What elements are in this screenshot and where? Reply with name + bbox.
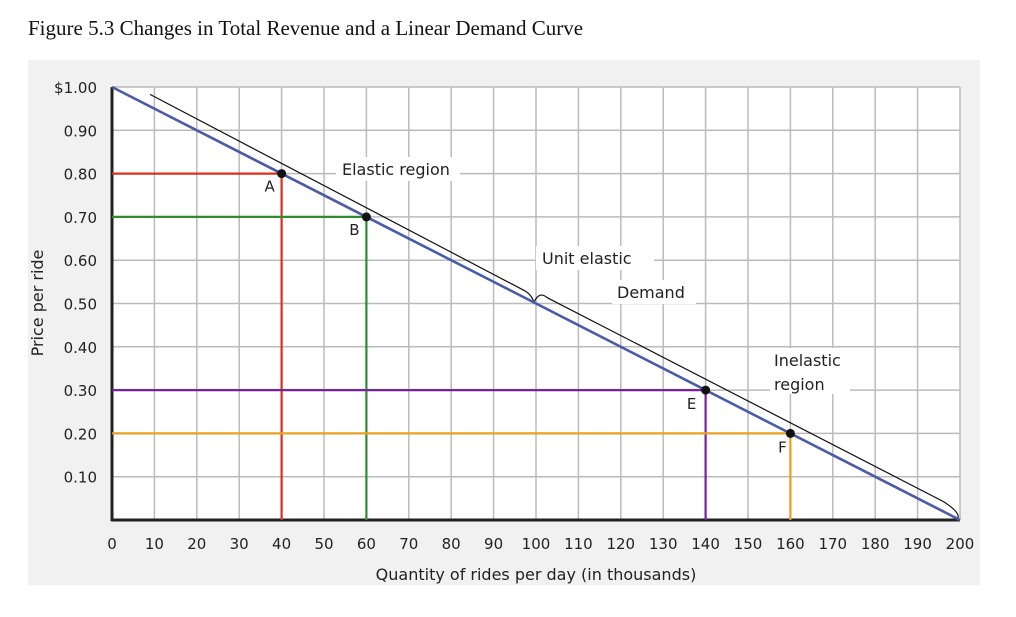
- x-tick-label: 180: [861, 535, 890, 553]
- x-tick-label: 0: [107, 535, 117, 553]
- annotation-elastic: Elastic region: [342, 160, 450, 179]
- x-tick-label: 170: [818, 535, 847, 553]
- y-tick-label: 0.10: [64, 469, 97, 487]
- x-tick-label: 140: [691, 535, 720, 553]
- annotation-unit-elastic: Unit elastic: [542, 249, 632, 268]
- point-label-B: B: [349, 221, 359, 239]
- x-tick-label: 60: [357, 535, 376, 553]
- x-tick-label: 150: [734, 535, 763, 553]
- y-tick-label: 0.20: [64, 425, 97, 443]
- y-tick-label: $1.00: [54, 79, 97, 97]
- y-tick-label: 0.90: [64, 122, 97, 140]
- point-label-E: E: [687, 395, 696, 413]
- y-tick-label: 0.80: [64, 166, 97, 184]
- chart-title: Figure 5.3 Changes in Total Revenue and …: [28, 16, 584, 40]
- x-tick-label: 20: [187, 535, 206, 553]
- x-tick-label: 40: [272, 535, 291, 553]
- x-tick-label: 130: [649, 535, 678, 553]
- label-background: [770, 348, 850, 394]
- point-label-A: A: [264, 178, 275, 196]
- x-tick-label: 200: [946, 535, 975, 553]
- point-label-F: F: [778, 438, 787, 456]
- x-tick-label: 50: [314, 535, 333, 553]
- x-tick-label: 30: [230, 535, 249, 553]
- point-A: [277, 169, 287, 179]
- y-tick-label: 0.50: [64, 296, 97, 314]
- x-tick-label: 110: [564, 535, 593, 553]
- x-tick-label: 90: [484, 535, 503, 553]
- point-E: [701, 385, 711, 395]
- label-background: [612, 280, 696, 304]
- annotation-inelastic-1: Inelastic: [774, 351, 841, 370]
- y-axis-label: Price per ride: [28, 250, 47, 357]
- x-tick-label: 70: [399, 535, 418, 553]
- x-tick-label: 120: [606, 535, 635, 553]
- label-background: [536, 246, 654, 270]
- y-tick-label: 0.70: [64, 209, 97, 227]
- annotation-inelastic-2: region: [774, 375, 825, 394]
- x-tick-label: 190: [903, 535, 932, 553]
- point-F: [785, 428, 795, 438]
- point-B: [361, 212, 371, 222]
- x-tick-label: 100: [522, 535, 551, 553]
- y-tick-label: 0.40: [64, 339, 97, 357]
- demand-label: Demand: [617, 283, 685, 302]
- x-axis-label: Quantity of rides per day (in thousands): [376, 565, 697, 584]
- y-tick-label: 0.30: [64, 382, 97, 400]
- x-tick-label: 160: [776, 535, 805, 553]
- x-tick-label: 10: [145, 535, 164, 553]
- label-background: [336, 157, 460, 181]
- demand-curve: [111, 85, 961, 522]
- x-tick-label: 80: [442, 535, 461, 553]
- region-brace: [149, 93, 959, 519]
- y-tick-label: 0.60: [64, 252, 97, 270]
